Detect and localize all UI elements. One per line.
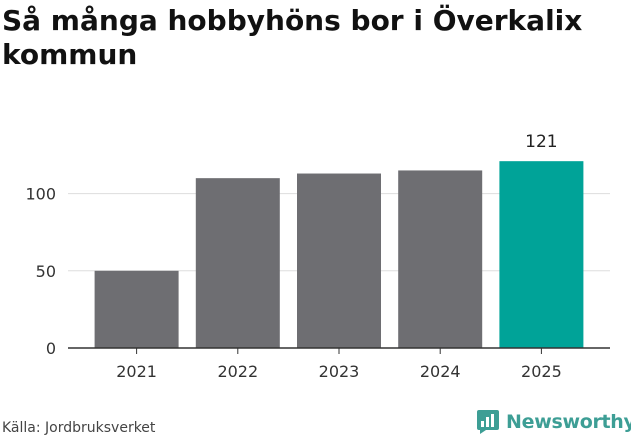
chart-title: Så många hobbyhöns bor i Överkalix kommu… [2, 4, 583, 71]
bar-2023 [297, 173, 381, 348]
bars [94, 161, 584, 348]
source-note: Källa: Jordbruksverket [2, 420, 156, 436]
y-tick-label: 0 [46, 339, 56, 358]
x-tick-label: 2023 [319, 362, 360, 381]
x-tick-label: 2025 [521, 362, 562, 381]
bar-2021 [94, 270, 179, 348]
data-labels: 121 [525, 132, 557, 152]
brand-name: Newsworthy [506, 411, 631, 433]
y-tick-label: 50 [36, 262, 56, 281]
bar-2022 [195, 178, 280, 348]
bar-2024 [398, 170, 483, 348]
y-axis-ticks: 0 50 100 [25, 185, 56, 358]
brand-logo: Newsworthy [476, 408, 631, 436]
x-axis-ticks: 2021 2022 2023 2024 2025 [116, 348, 562, 381]
bar-2025 [499, 161, 584, 348]
x-tick-label: 2021 [116, 362, 157, 381]
x-tick-label: 2022 [217, 362, 258, 381]
data-label-2025: 121 [525, 132, 557, 152]
x-tick-label: 2024 [420, 362, 461, 381]
y-tick-label: 100 [25, 185, 56, 204]
bar-chart: 121 0 50 100 2021 2022 2023 2024 2025 [25, 132, 610, 381]
newsworthy-logo-icon [477, 410, 499, 434]
